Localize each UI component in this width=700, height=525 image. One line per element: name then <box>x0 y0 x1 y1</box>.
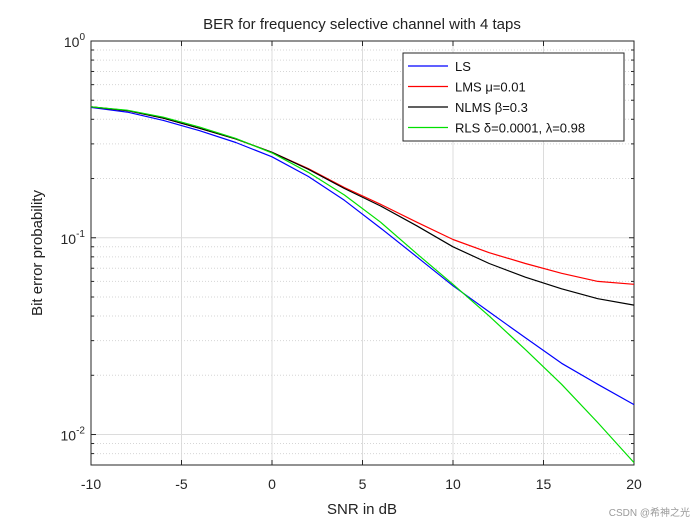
chart-title: BER for frequency selective channel with… <box>203 16 521 33</box>
x-tick-label: 5 <box>359 476 367 492</box>
x-axis-label: SNR in dB <box>327 501 397 518</box>
legend: LS LMS μ=0.01 NLMS β=0.3 RLS δ=0.0001, λ=0.… <box>402 52 625 142</box>
watermark: CSDN @希神之光 <box>609 506 690 519</box>
y-tick-label: 10-2 <box>61 426 86 444</box>
y-tick-label: 10-1 <box>61 229 86 247</box>
legend-label-nlms: NLMS β=0.3 <box>455 100 528 115</box>
x-tick-label: -10 <box>81 476 101 492</box>
legend-label-lms: LMS μ=0.01 <box>455 80 526 95</box>
x-tick-label: 15 <box>536 476 552 492</box>
y-tick-label: 100 <box>64 32 86 50</box>
series-lines <box>90 106 635 464</box>
x-tick-label: -5 <box>175 476 188 492</box>
legend-label-rls: RLS δ=0.0001, λ=0.98 <box>455 121 585 136</box>
series-line-ls <box>90 106 635 406</box>
x-tick-label: 20 <box>626 476 642 492</box>
series-line-rls <box>90 106 635 464</box>
legend-label-ls: LS <box>455 59 471 74</box>
axis-ticks: -10 -5 0 5 10 15 20 10-2 10-1 100 <box>61 32 642 492</box>
y-axis-label: Bit error probability <box>29 190 46 316</box>
legend-box <box>402 52 625 142</box>
x-tick-label: 10 <box>445 476 461 492</box>
x-tick-label: 0 <box>268 476 276 492</box>
series-line-nlms <box>90 106 635 306</box>
